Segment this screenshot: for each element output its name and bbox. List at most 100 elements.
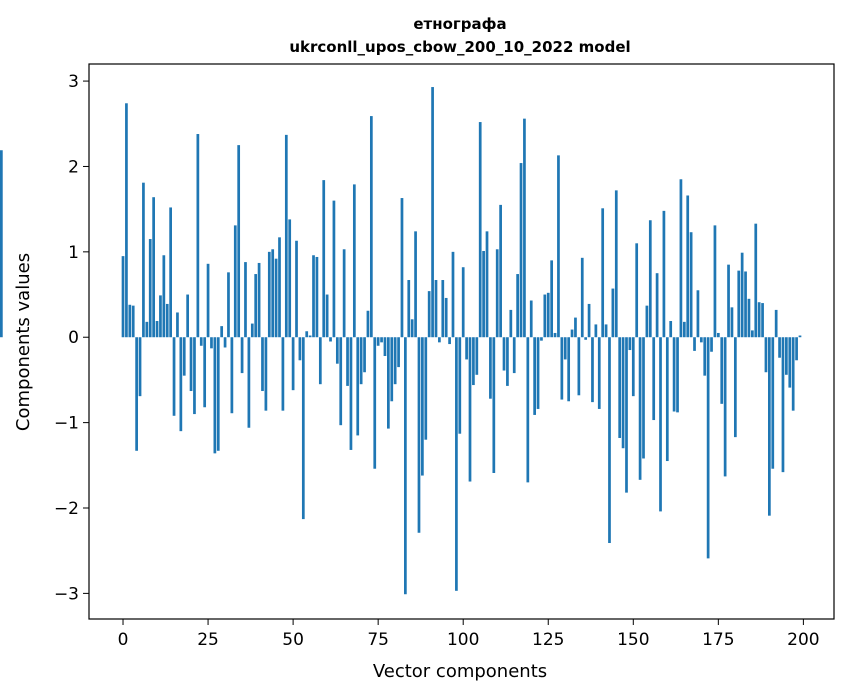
bar-44 bbox=[271, 249, 275, 338]
bar-138 bbox=[591, 337, 594, 403]
bar-107 bbox=[485, 231, 489, 338]
bar-50 bbox=[291, 337, 295, 391]
bar-130 bbox=[563, 337, 567, 360]
bar-45 bbox=[274, 258, 278, 338]
bar-23 bbox=[199, 337, 203, 346]
bar-179 bbox=[730, 307, 734, 338]
bar-32 bbox=[230, 337, 234, 414]
bar-99 bbox=[458, 337, 462, 434]
bar-85 bbox=[410, 319, 414, 338]
chart-title-line2: ukrconll_upos_cbow_200_10_2022 model bbox=[289, 38, 630, 56]
bar-20 bbox=[189, 337, 193, 392]
bar-40 bbox=[257, 262, 261, 338]
bar-155 bbox=[648, 220, 652, 338]
bar-180 bbox=[733, 337, 737, 438]
bar-64 bbox=[339, 337, 343, 426]
x-tick-label: 150 bbox=[617, 630, 649, 650]
bar-27 bbox=[213, 337, 217, 454]
bar-157 bbox=[655, 273, 659, 338]
bar-71 bbox=[363, 337, 366, 373]
bar-178 bbox=[727, 264, 730, 338]
bar-188 bbox=[761, 303, 764, 338]
bar-87 bbox=[417, 337, 421, 533]
bar-88 bbox=[421, 337, 424, 476]
bars-group bbox=[0, 87, 802, 595]
bar-43 bbox=[267, 251, 271, 338]
bar-167 bbox=[689, 232, 693, 338]
bar-184 bbox=[747, 298, 751, 338]
bar-135 bbox=[580, 257, 584, 338]
bar-100 bbox=[461, 267, 465, 338]
bar-34 bbox=[237, 145, 241, 338]
bar-52 bbox=[298, 337, 302, 361]
bar-82 bbox=[400, 198, 404, 338]
bar-170 bbox=[699, 337, 703, 343]
bar-112 bbox=[502, 337, 506, 371]
bar-193 bbox=[778, 337, 781, 358]
bar-5 bbox=[138, 337, 142, 397]
x-tick-label: 50 bbox=[282, 630, 304, 650]
bar-173 bbox=[710, 337, 713, 352]
bar-127 bbox=[553, 332, 557, 338]
y-tick-label: 2 bbox=[68, 157, 79, 177]
bar-65 bbox=[342, 249, 346, 338]
y-tick-label: −1 bbox=[54, 414, 79, 434]
bar-69 bbox=[356, 337, 360, 436]
bar-66 bbox=[346, 337, 349, 386]
y-tick-label: 1 bbox=[68, 243, 79, 263]
bar-125 bbox=[546, 292, 550, 338]
bar-158 bbox=[659, 337, 662, 512]
bar-182 bbox=[740, 252, 744, 338]
bar-163 bbox=[676, 337, 679, 413]
bar-169 bbox=[696, 290, 700, 338]
bar-31 bbox=[227, 272, 230, 338]
x-tick-label: 25 bbox=[197, 630, 219, 650]
bar-11 bbox=[159, 295, 162, 338]
bar-22 bbox=[196, 134, 200, 338]
bar-30 bbox=[223, 337, 227, 348]
bar-94 bbox=[441, 280, 445, 338]
x-tick-label: 200 bbox=[787, 630, 819, 650]
bar-48 bbox=[284, 134, 288, 338]
bar-115 bbox=[512, 337, 516, 374]
bar-166 bbox=[686, 195, 690, 338]
bar-122 bbox=[536, 337, 540, 409]
bar-123 bbox=[540, 337, 543, 341]
bar-74 bbox=[373, 337, 377, 469]
bar-41 bbox=[261, 337, 264, 392]
bar-168 bbox=[693, 337, 696, 351]
bar-141 bbox=[601, 208, 605, 338]
bar-176 bbox=[720, 337, 724, 404]
bar-172 bbox=[706, 337, 710, 559]
bar-25 bbox=[206, 263, 210, 338]
bar-29 bbox=[220, 326, 224, 338]
bar-0 bbox=[121, 256, 125, 338]
bar-119 bbox=[526, 337, 530, 483]
bar-171 bbox=[703, 337, 707, 376]
bar-194 bbox=[781, 337, 785, 473]
bar-36 bbox=[244, 262, 247, 338]
bar-116 bbox=[516, 274, 519, 338]
bar-63 bbox=[335, 337, 339, 364]
bar-18 bbox=[182, 337, 186, 376]
bar-13 bbox=[165, 303, 169, 338]
bar-198 bbox=[795, 337, 798, 361]
bar-108 bbox=[489, 337, 492, 399]
x-axis-ticks: 0 25 50 75 100 125 150 175 200 bbox=[118, 619, 820, 650]
bar-145 bbox=[614, 190, 618, 338]
bar-131 bbox=[567, 337, 571, 402]
bar-177 bbox=[723, 337, 727, 477]
plot-frame bbox=[88, 63, 835, 620]
bar-192 bbox=[774, 309, 778, 338]
bar-81 bbox=[397, 337, 400, 368]
bar-62 bbox=[332, 200, 336, 338]
bar-90 bbox=[427, 291, 431, 338]
bar-68 bbox=[352, 184, 356, 338]
bar-142 bbox=[604, 324, 608, 338]
bar-160 bbox=[665, 337, 669, 462]
bar-12 bbox=[162, 255, 166, 338]
bar-174 bbox=[713, 225, 717, 338]
bar-164 bbox=[679, 179, 683, 338]
x-tick-label: 0 bbox=[118, 630, 129, 650]
y-tick-label: 3 bbox=[68, 72, 79, 92]
